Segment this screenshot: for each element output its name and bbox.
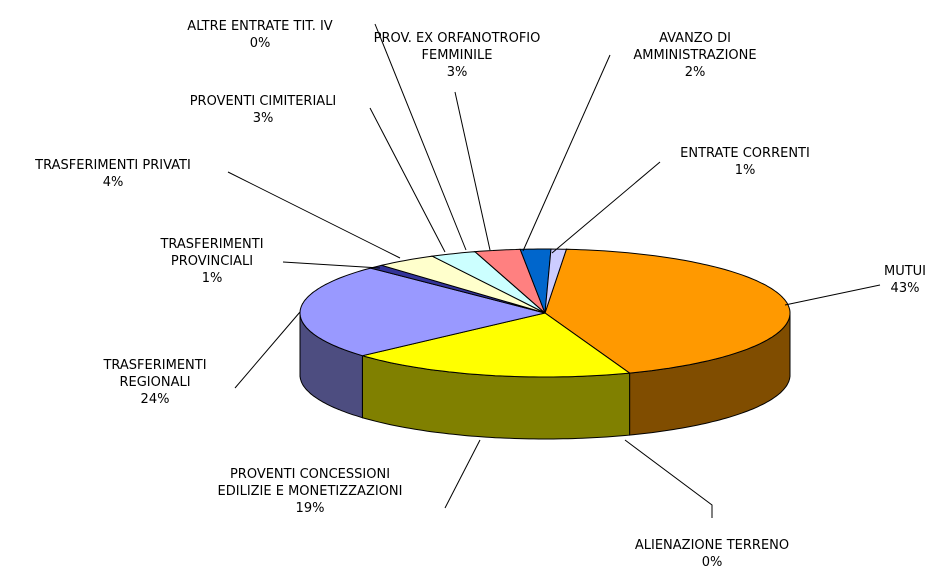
slice-label: ENTRATE CORRENTI 1%: [645, 145, 845, 179]
leader-line: [522, 54, 611, 252]
leader-line: [282, 261, 381, 269]
leader-line: [784, 284, 881, 306]
slice-label: TRASFERIMENTI PROVINCIALI 1%: [147, 236, 277, 287]
value-label: 2%: [684, 65, 706, 80]
value-label: 3%: [252, 111, 274, 126]
category-label: PROV. EX ORFANOTROFIO FEMMINILE: [373, 31, 541, 63]
slice: [362, 312, 631, 378]
category-label: ENTRATE CORRENTI: [680, 146, 810, 161]
value-label: 4%: [102, 175, 124, 190]
slice-label: ALTRE ENTRATE TIT. IV 0%: [145, 18, 375, 52]
leader-line: [454, 91, 491, 251]
slice-label: TRASFERIMENTI REGIONALI 24%: [90, 357, 220, 408]
value-label: 3%: [446, 65, 468, 80]
slice-label: PROVENTI CONCESSIONI EDILIZIE E MONETIZZ…: [218, 466, 403, 517]
category-label: AVANZO DI AMMINISTRAZIONE: [633, 31, 757, 63]
leader-line: [624, 439, 713, 518]
category-label: TRASFERIMENTI PRIVATI: [35, 158, 191, 173]
slice-label: TRASFERIMENTI PRIVATI 4%: [3, 157, 223, 191]
category-label: MUTUI: [883, 264, 927, 279]
slice: [381, 255, 546, 314]
slice-label: PROVENTI CIMITERIALI 3%: [153, 93, 373, 127]
value-label: 0%: [249, 36, 271, 51]
slice: [299, 267, 546, 357]
category-label: ALTRE ENTRATE TIT. IV: [187, 19, 333, 34]
value-label: 43%: [890, 281, 920, 296]
value-label: 1%: [734, 163, 756, 178]
leader-line: [551, 161, 661, 254]
slice-label: ALIENAZIONE TERRENO 0%: [602, 537, 822, 571]
slice-label: PROV. EX ORFANOTROFIO FEMMINILE 3%: [357, 30, 557, 81]
slice-label: AVANZO DI AMMINISTRAZIONE 2%: [625, 30, 765, 81]
value-label: 1%: [201, 271, 223, 286]
category-label: ALIENAZIONE TERRENO: [634, 538, 790, 553]
leader-line: [369, 107, 446, 253]
leader-line: [444, 439, 481, 509]
slice: [544, 248, 568, 314]
value-label: 24%: [140, 392, 170, 407]
value-label: 0%: [701, 555, 723, 570]
category-label: PROVENTI CIMITERIALI: [189, 94, 337, 109]
category-label: PROVENTI CONCESSIONI EDILIZIE E MONETIZZ…: [217, 467, 403, 499]
value-label: 19%: [295, 501, 325, 516]
leader-line: [227, 171, 401, 259]
slice: [473, 248, 546, 314]
slice-label: MUTUI 43%: [875, 263, 935, 297]
category-label: TRASFERIMENTI REGIONALI: [103, 358, 207, 390]
slice: [430, 251, 546, 314]
leader-line: [234, 311, 301, 389]
leader-line: [374, 23, 467, 251]
category-label: TRASFERIMENTI PROVINCIALI: [160, 237, 264, 269]
slice: [519, 248, 552, 314]
